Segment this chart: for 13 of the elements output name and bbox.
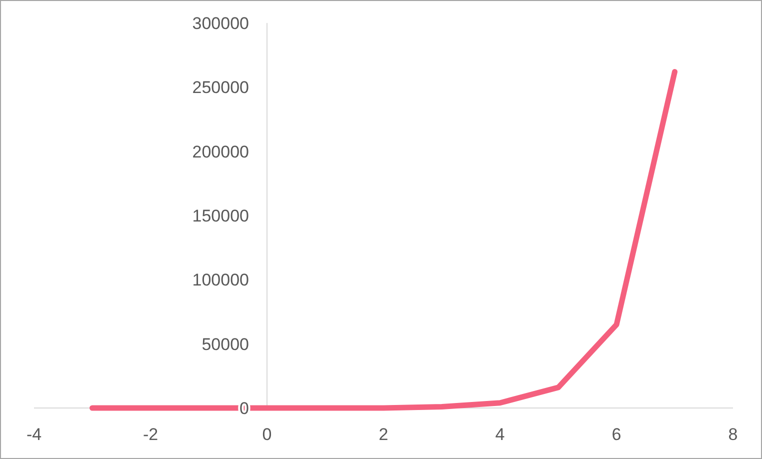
x-tick-label: -2 — [142, 425, 158, 444]
x-tick-label: 8 — [728, 425, 738, 444]
x-tick-label: 6 — [612, 425, 622, 444]
y-tick-label: 200000 — [192, 142, 249, 162]
y-tick-label: 300000 — [192, 14, 249, 33]
y-tick-label: 50000 — [202, 334, 249, 354]
x-tick-label: 4 — [495, 425, 505, 444]
y-tick-label: 100000 — [192, 270, 249, 290]
x-tick-label: 2 — [378, 425, 388, 444]
y-tick-label: 150000 — [192, 206, 249, 226]
x-tick-label: -4 — [26, 425, 42, 444]
y-tick-label: 250000 — [192, 78, 249, 98]
x-tick-label: 0 — [262, 425, 272, 444]
